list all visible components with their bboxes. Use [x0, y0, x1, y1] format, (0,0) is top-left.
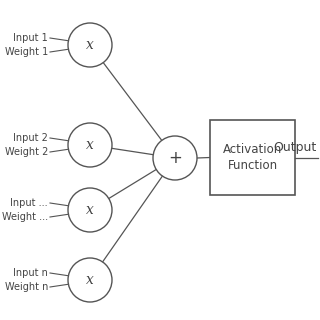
Circle shape [153, 136, 197, 180]
Text: x: x [86, 38, 94, 52]
Circle shape [68, 23, 112, 67]
Circle shape [68, 188, 112, 232]
Text: Input 2: Input 2 [13, 133, 48, 143]
Text: Weight 1: Weight 1 [5, 47, 48, 57]
Text: x: x [86, 203, 94, 217]
Text: Input n: Input n [13, 268, 48, 278]
Bar [210, 120, 295, 195]
Text: Weight ...: Weight ... [2, 212, 48, 222]
Text: Weight 2: Weight 2 [4, 147, 48, 157]
Text: Function: Function [228, 159, 277, 172]
Text: Weight n: Weight n [4, 282, 48, 292]
Text: Activation: Activation [223, 143, 282, 156]
Text: x: x [86, 273, 94, 287]
Text: Input ...: Input ... [10, 198, 48, 208]
Text: Input 1: Input 1 [13, 33, 48, 43]
Text: +: + [168, 149, 182, 167]
Circle shape [68, 123, 112, 167]
Circle shape [68, 258, 112, 302]
Text: x: x [86, 138, 94, 152]
Text: Output: Output [273, 140, 316, 154]
